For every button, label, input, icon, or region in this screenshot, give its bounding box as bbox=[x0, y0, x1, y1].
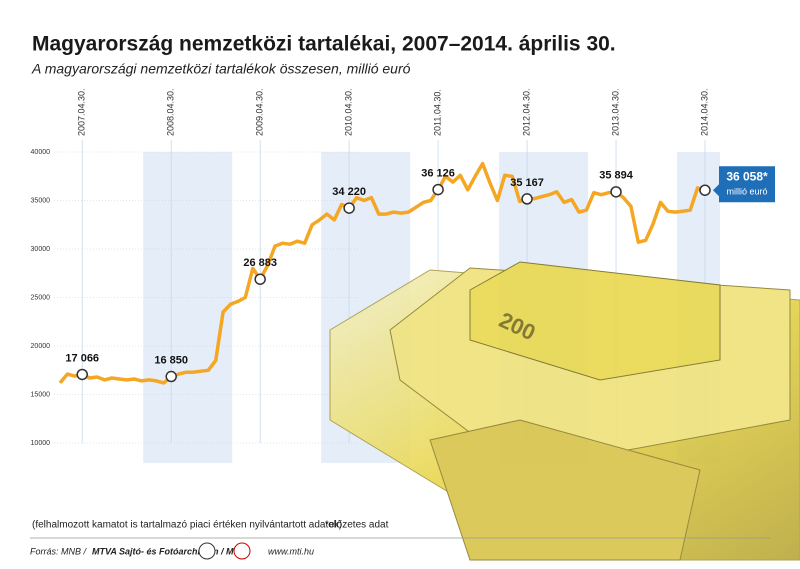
year-band bbox=[143, 152, 233, 463]
callout-box bbox=[713, 166, 775, 203]
y-tick-label: 40000 bbox=[31, 149, 51, 156]
data-point bbox=[432, 183, 444, 196]
data-label: 17 066 bbox=[65, 352, 99, 364]
chart-title: Magyarország nemzetközi tartalékai, 2007… bbox=[32, 33, 616, 56]
chart-subtitle: A magyarországi nemzetközi tartalékok ös… bbox=[31, 61, 411, 77]
source-agency: MTVA Sajtó- és Fotóarchívum / MTI bbox=[92, 546, 242, 556]
banknotes: 200 bbox=[329, 261, 800, 561]
data-label: 26 883 bbox=[243, 257, 277, 269]
data-label: 16 850 bbox=[154, 354, 188, 366]
y-tick-label: 20000 bbox=[31, 343, 51, 350]
data-label: 35 167 bbox=[510, 177, 544, 189]
logo bbox=[233, 542, 251, 560]
x-tick-label: 2008.04.30. bbox=[166, 88, 176, 136]
x-tick-label: 2012.04.30. bbox=[521, 88, 531, 136]
data-point bbox=[610, 186, 622, 198]
x-tick-label: 2007.04.30. bbox=[77, 88, 87, 136]
y-tick-label: 30000 bbox=[31, 246, 51, 253]
x-tick-label: 2014.04.30. bbox=[699, 88, 709, 136]
data-point bbox=[76, 368, 88, 381]
footnote: *előzetes adat bbox=[325, 520, 389, 531]
data-label-unit: millió euró bbox=[726, 187, 767, 197]
data-label: 34 220 bbox=[332, 186, 366, 198]
data-point bbox=[699, 184, 711, 196]
data-point bbox=[521, 193, 533, 205]
y-tick-label: 10000 bbox=[31, 440, 51, 447]
data-label: 36 126 bbox=[421, 167, 455, 179]
x-tick-label: 2010.04.30. bbox=[344, 88, 354, 136]
logo bbox=[198, 542, 216, 560]
data-point bbox=[165, 370, 177, 383]
note: (felhalmozott kamatot is tartalmazó piac… bbox=[32, 520, 342, 531]
data-label: 36 058* bbox=[726, 169, 768, 183]
data-point bbox=[343, 202, 355, 214]
y-tick-label: 15000 bbox=[31, 391, 51, 398]
y-tick-label: 35000 bbox=[31, 197, 51, 204]
data-point bbox=[254, 273, 266, 285]
y-tick-label: 25000 bbox=[31, 294, 51, 301]
data-label: 35 894 bbox=[599, 170, 634, 182]
website: www.mti.hu bbox=[268, 546, 314, 556]
x-tick-label: 2011.04.30. bbox=[432, 89, 442, 136]
x-tick-label: 2009.04.30. bbox=[255, 88, 265, 136]
source-prefix: Forrás: MNB / bbox=[30, 546, 88, 556]
x-tick-label: 2013.04.30. bbox=[610, 88, 620, 136]
